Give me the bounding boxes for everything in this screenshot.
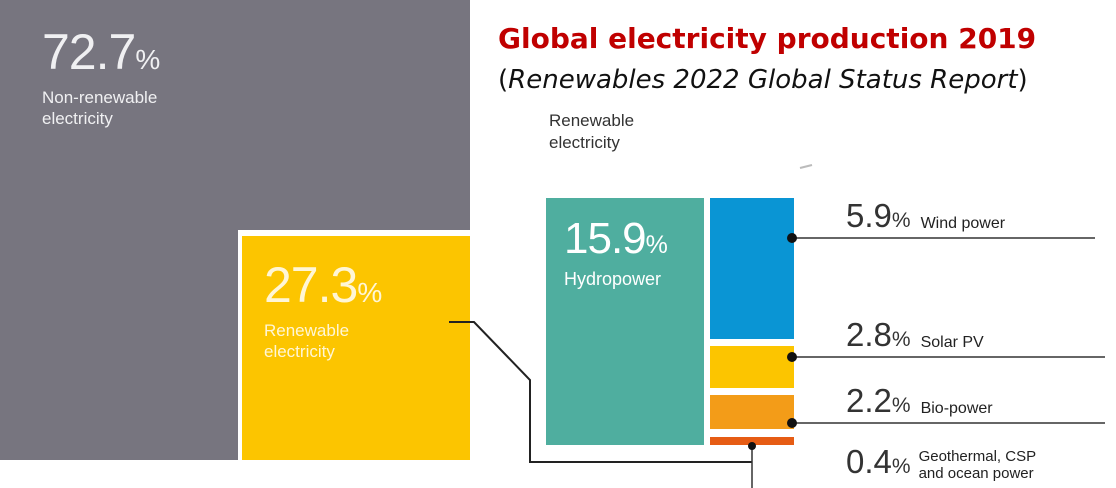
- nonrenewable-label-line-1: Non-renewable: [42, 88, 158, 107]
- wind-power-block: [710, 198, 794, 339]
- chart-subtitle: (Renewables 2022 Global Status Report): [498, 65, 1028, 95]
- renewable-value-unit: %: [357, 277, 382, 308]
- nonrenewable-value-number: 72.7: [42, 24, 136, 80]
- solar-pv-name: Solar PV: [920, 334, 984, 351]
- hydropower-block: [546, 198, 704, 445]
- breakdown-heading-line-2: electricity: [549, 133, 620, 152]
- renewable-value: 27.3%: [264, 257, 382, 320]
- nonrenewable-value-unit: %: [135, 44, 160, 75]
- renewable-label-line-2: electricity: [264, 342, 335, 361]
- nonrenewable-label: 72.7% Non-renewable electricity: [42, 24, 160, 129]
- leader-dot-wind: [787, 233, 797, 243]
- solar-pv-value-number: 2.8: [846, 316, 892, 353]
- geothermal-value-unit: %: [891, 455, 911, 478]
- geothermal-name: Geothermal, CSP and ocean power: [919, 448, 1037, 482]
- leader-dot-bio: [787, 418, 797, 428]
- geothermal-value: 0.4%: [846, 444, 911, 485]
- bio-power-value: 2.2%: [846, 383, 911, 424]
- renewable-label: 27.3% Renewable electricity: [264, 257, 382, 362]
- zoom-connector-top: [799, 164, 813, 169]
- hydropower-value-number: 15.9: [564, 214, 647, 263]
- geothermal-block: [710, 437, 794, 445]
- wind-power-name: Wind power: [920, 215, 1006, 232]
- breakdown-heading: Renewable electricity: [549, 110, 679, 154]
- zoom-connector: [449, 321, 752, 463]
- breakdown-heading-line-1: Renewable: [549, 111, 635, 130]
- renewable-value-number: 27.3: [264, 257, 358, 313]
- bio-power-block: [710, 395, 794, 429]
- wind-power-value: 5.9%: [846, 198, 911, 239]
- chart-title-block: Global electricity production 2019 (Rene…: [498, 20, 1036, 98]
- solar-pv-label: 2.8% Solar PV: [846, 317, 984, 358]
- wind-power-value-unit: %: [891, 209, 911, 232]
- hydropower-label: 15.9% Hydropower: [564, 214, 668, 290]
- bio-power-value-unit: %: [891, 394, 911, 417]
- geothermal-name-line-2: and ocean power: [918, 465, 1034, 482]
- geothermal-name-line-1: Geothermal, CSP: [918, 448, 1037, 465]
- leader-dot-solar: [787, 352, 797, 362]
- nonrenewable-label-line-2: electricity: [42, 109, 113, 128]
- wind-power-value-number: 5.9: [846, 197, 892, 234]
- chart-title: Global electricity production 2019: [498, 22, 1037, 55]
- solar-pv-value: 2.8%: [846, 317, 911, 358]
- bio-power-label: 2.2% Bio-power: [846, 383, 993, 424]
- renewable-block: [242, 236, 470, 460]
- wind-power-label: 5.9% Wind power: [846, 198, 1005, 239]
- bio-power-name: Bio-power: [920, 400, 993, 417]
- solar-pv-block: [710, 346, 794, 388]
- hydropower-value-unit: %: [645, 231, 668, 259]
- bio-power-value-number: 2.2: [846, 382, 892, 419]
- chart-subtitle-text: Renewables 2022 Global Status Report: [508, 65, 1018, 95]
- geothermal-value-number: 0.4: [846, 443, 892, 480]
- nonrenewable-value: 72.7%: [42, 24, 160, 87]
- hydropower-name: Hydropower: [564, 269, 662, 289]
- leader-dot-geo: [748, 442, 756, 450]
- hydropower-value: 15.9%: [564, 214, 668, 269]
- solar-pv-value-unit: %: [891, 328, 911, 351]
- geothermal-label: 0.4% Geothermal, CSP and ocean power: [846, 444, 1036, 485]
- renewable-label-line-1: Renewable: [264, 321, 350, 340]
